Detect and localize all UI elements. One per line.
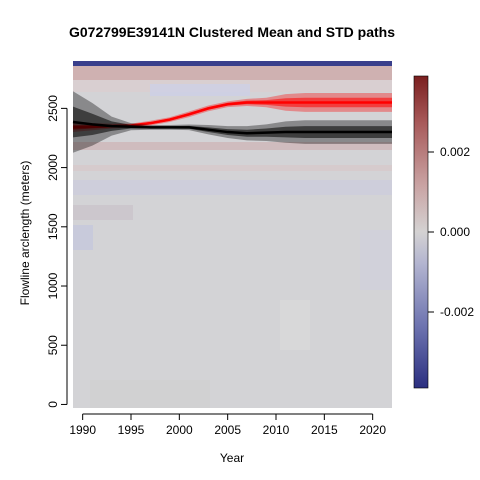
heatmap-band-j xyxy=(90,380,210,408)
heatmap-background xyxy=(73,61,392,408)
x-tick-label: 2000 xyxy=(166,423,193,437)
heatmap-band-c xyxy=(73,142,392,150)
series-1-std-band xyxy=(73,106,392,138)
x-axis: 1990 1995 2000 2005 2010 2015 2020 xyxy=(69,413,386,437)
colorbar-tick-label: 0.000 xyxy=(440,225,470,239)
mean-std-paths xyxy=(72,91,392,153)
y-tick-label: 0 xyxy=(46,401,60,408)
y-tick-label: 1000 xyxy=(46,272,60,299)
heatmap-band-d xyxy=(73,165,392,171)
colorbar-tick-label: 0.002 xyxy=(440,145,470,159)
chart-title: G072799E39141N Clustered Mean and STD pa… xyxy=(69,24,395,40)
colorbar-tick-label: -0.002 xyxy=(440,305,474,319)
x-tick-label: 2010 xyxy=(263,423,290,437)
x-axis-label: Year xyxy=(220,451,244,465)
y-tick-label: 2000 xyxy=(46,154,60,181)
heatmap-top-band xyxy=(73,66,392,80)
heatmap-band-f xyxy=(73,205,133,220)
heatmap-panel xyxy=(72,61,392,408)
y-axis-label: Flowline arclength (meters) xyxy=(18,161,32,306)
x-tick-label: 2020 xyxy=(359,423,386,437)
y-axis: 0 500 1000 1500 2000 2500 xyxy=(46,95,68,408)
colorbar: -0.002 0.000 0.002 xyxy=(413,75,474,389)
heatmap-band-e xyxy=(73,180,392,195)
y-tick-label: 1500 xyxy=(46,213,60,240)
colorbar-ticks: -0.002 0.000 0.002 xyxy=(428,145,474,319)
x-tick-label: 1990 xyxy=(69,423,96,437)
heatmap-band-i xyxy=(360,230,392,290)
x-tick-label: 2015 xyxy=(311,423,338,437)
x-tick-label: 2005 xyxy=(214,423,241,437)
y-tick-label: 500 xyxy=(46,335,60,355)
y-tick-label: 2500 xyxy=(46,95,60,122)
heatmap-band-g xyxy=(73,225,93,250)
series-1-mean-line xyxy=(72,120,392,135)
x-tick-label: 1995 xyxy=(118,423,145,437)
heatmap-band-b xyxy=(150,84,250,96)
heatmap-top-edge xyxy=(73,61,392,66)
heatmap-band-h xyxy=(280,300,310,350)
colorbar-gradient xyxy=(413,75,429,389)
